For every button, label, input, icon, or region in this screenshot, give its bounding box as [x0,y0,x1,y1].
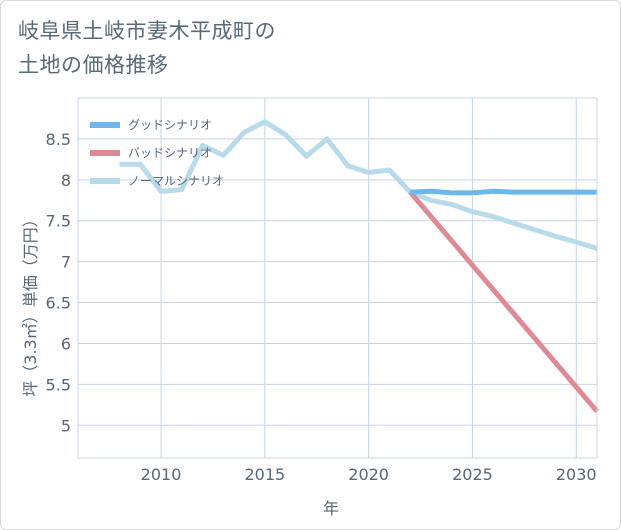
y-tick-label: 7 [61,253,71,272]
y-tick-label: 8 [61,171,71,190]
legend-good-swatch[interactable] [90,122,120,128]
page-title: 岐阜県土岐市妻木平成町の 土地の価格推移 [18,14,438,82]
x-tick-label: 2010 [141,465,182,484]
x-tick-label: 2030 [556,465,597,484]
title-line-1: 岐阜県土岐市妻木平成町の [18,19,276,43]
y-axis-label: 坪（3.3㎡）単価（万円） [21,211,40,396]
y-tick-label: 8.5 [46,130,71,149]
legend-bad-label[interactable]: バッドシナリオ [128,146,212,160]
legend-normal-swatch[interactable] [90,178,120,184]
tick-layer: 2010 2015 2020 2025 2030 5 5.5 6 6.5 7 7.5 8 8.5 [46,130,597,484]
legend-bad-swatch[interactable] [90,150,120,156]
legend-normal-label[interactable]: ノーマルシナリオ [128,174,224,188]
series-layer [119,119,599,414]
plot-border [77,97,598,459]
y-tick-label: 5.5 [46,375,71,394]
x-tick-label: 2025 [452,465,493,484]
x-axis-label: 年 [323,499,339,518]
grid-layer [78,98,597,458]
title-line-2: 土地の価格推移 [18,53,169,77]
good-scenario-line [410,188,597,196]
y-tick-label: 5 [61,416,71,435]
bad-scenario-line [408,190,599,414]
x-tick-label: 2020 [348,465,389,484]
y-tick-label: 7.5 [46,212,71,231]
y-tick-label: 6 [61,334,71,353]
legend-good-label[interactable]: グッドシナリオ [128,118,212,132]
x-tick-label: 2015 [244,465,285,484]
normal-scenario-line [119,119,598,251]
y-tick-label: 6.5 [46,294,71,313]
